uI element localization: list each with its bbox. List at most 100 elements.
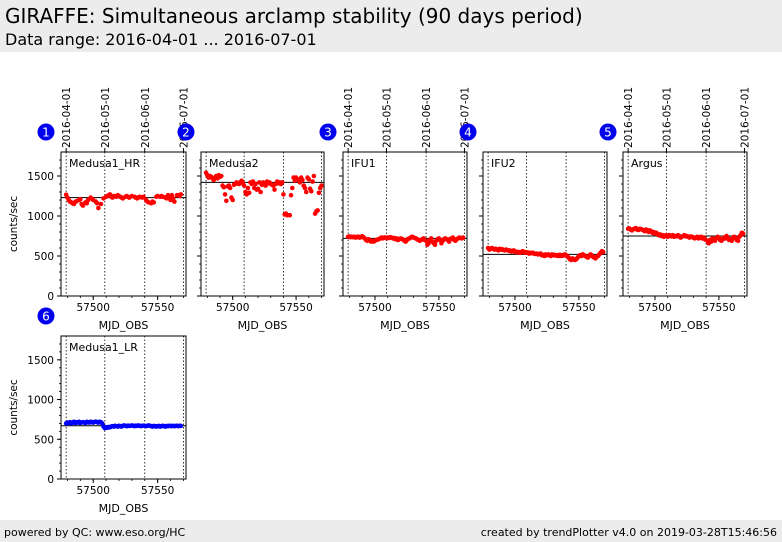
panel-number-badge [177, 123, 195, 141]
date-tick-label: 2016-06-01 [701, 87, 713, 148]
y-tick-label: 1000 [27, 211, 54, 223]
date-tick-label: 2016-04-01 [623, 87, 635, 148]
data-point [310, 179, 315, 184]
chart-panel-2: 57500 57550 MJD_OBS Medusa2 2 [177, 123, 325, 332]
data-point [178, 423, 184, 429]
data-point [309, 188, 314, 194]
data-point [311, 173, 317, 179]
data-point [287, 212, 293, 218]
data-point [600, 249, 606, 255]
data-point [315, 208, 320, 213]
data-point [230, 197, 236, 203]
series-name: Medusa1_LR [69, 341, 138, 354]
plot-frame [482, 151, 608, 297]
series-name: Medusa2 [209, 157, 259, 170]
panel-number-badge [37, 307, 55, 325]
chart-panel-1: 57500 57550 0 500 1000 1500 MJD_OBS counts/sec M… [8, 87, 190, 332]
series-name: IFU2 [491, 157, 516, 170]
panel-number-badge [37, 123, 55, 141]
panel-number: 1 [42, 126, 50, 140]
data-point [218, 173, 224, 179]
data-point [172, 199, 177, 204]
chart-panel-3: 57500 57550 MJD_OBS IFU1 3 2016-04-01 2016-05-… [319, 87, 471, 332]
data-point [460, 235, 466, 240]
plot-frame [60, 151, 187, 297]
data-point [227, 185, 233, 191]
x-axis-label: MJD_OBS [99, 502, 149, 515]
date-tick-label: 2016-04-01 [61, 87, 73, 148]
data-point [279, 180, 285, 185]
plot-frame [60, 335, 187, 480]
x-tick-label: 57500 [77, 302, 110, 314]
data-point [303, 189, 309, 195]
series-name: Argus [631, 157, 663, 170]
data-point [316, 190, 322, 196]
footer-band [0, 520, 782, 542]
x-tick-label: 57550 [562, 302, 595, 314]
x-tick-label: 57500 [638, 302, 671, 314]
data-point [272, 187, 277, 192]
date-tick-label: 2016-05-01 [100, 87, 112, 148]
data-point [141, 194, 146, 200]
panel-number-badge [319, 123, 337, 141]
x-tick-label: 57500 [358, 302, 391, 314]
x-axis-label: MJD_OBS [520, 319, 570, 332]
data-point [241, 183, 247, 188]
data-point [98, 201, 104, 207]
plot-frame [622, 151, 748, 297]
y-axis-label: counts/sec [8, 196, 20, 253]
data-point [289, 185, 295, 191]
data-point [245, 185, 251, 191]
x-tick-label: 57500 [498, 302, 531, 314]
data-point [94, 200, 100, 206]
y-tick-label: 500 [34, 251, 54, 263]
data-point [222, 192, 228, 197]
page-subtitle: Data range: 2016-04-01 ... 2016-07-01 [5, 30, 317, 49]
data-point [96, 205, 101, 211]
x-tick-label: 57500 [77, 485, 110, 497]
data-point [735, 238, 741, 244]
panel-number: 2 [182, 126, 190, 140]
panel-number-badge [599, 123, 617, 141]
date-tick-label: 2016-05-01 [661, 87, 673, 148]
x-tick-label: 57550 [141, 302, 174, 314]
panel-number: 4 [464, 126, 472, 140]
data-point [255, 186, 261, 192]
y-tick-label: 0 [47, 474, 54, 486]
panel-number-badge [459, 123, 477, 141]
plot-frame [342, 151, 468, 297]
chart-panel-5: 57500 57550 MJD_OBS Argus 5 2016-04-01 2016-05… [599, 87, 751, 332]
date-tick-label: 2016-06-01 [140, 87, 152, 148]
x-tick-label: 57550 [279, 302, 312, 314]
y-tick-label: 500 [34, 434, 54, 446]
data-point [253, 181, 258, 187]
x-tick-label: 57550 [141, 485, 174, 497]
data-point [178, 192, 184, 197]
data-point [300, 177, 305, 183]
header-band [0, 0, 782, 52]
x-tick-label: 57550 [422, 302, 455, 314]
data-point [80, 203, 86, 208]
chart-panel-4: 57500 57550 MJD_OBS IFU2 4 [459, 123, 608, 332]
y-tick-label: 1500 [27, 171, 54, 183]
data-point [246, 190, 252, 196]
data-point [151, 200, 157, 205]
panel-number: 3 [324, 126, 332, 140]
data-point [432, 242, 438, 248]
page-title: GIRAFFE: Simultaneous arclamp stability … [5, 4, 583, 28]
y-tick-label: 1500 [27, 355, 54, 367]
y-tick-label: 1000 [27, 395, 54, 407]
date-tick-label: 2016-05-01 [381, 87, 393, 148]
date-tick-label: 2016-04-01 [343, 87, 355, 148]
data-point [258, 189, 263, 195]
data-point [740, 231, 746, 236]
y-axis-label: counts/sec [8, 379, 20, 436]
footer-credit: powered by QC: www.eso.org/HC [4, 526, 186, 539]
data-point [221, 184, 227, 190]
series-name: Medusa1_HR [69, 157, 140, 170]
data-point [302, 185, 308, 191]
x-axis-label: MJD_OBS [238, 319, 288, 332]
series-name: IFU1 [351, 157, 376, 170]
panel-number: 5 [604, 126, 612, 140]
